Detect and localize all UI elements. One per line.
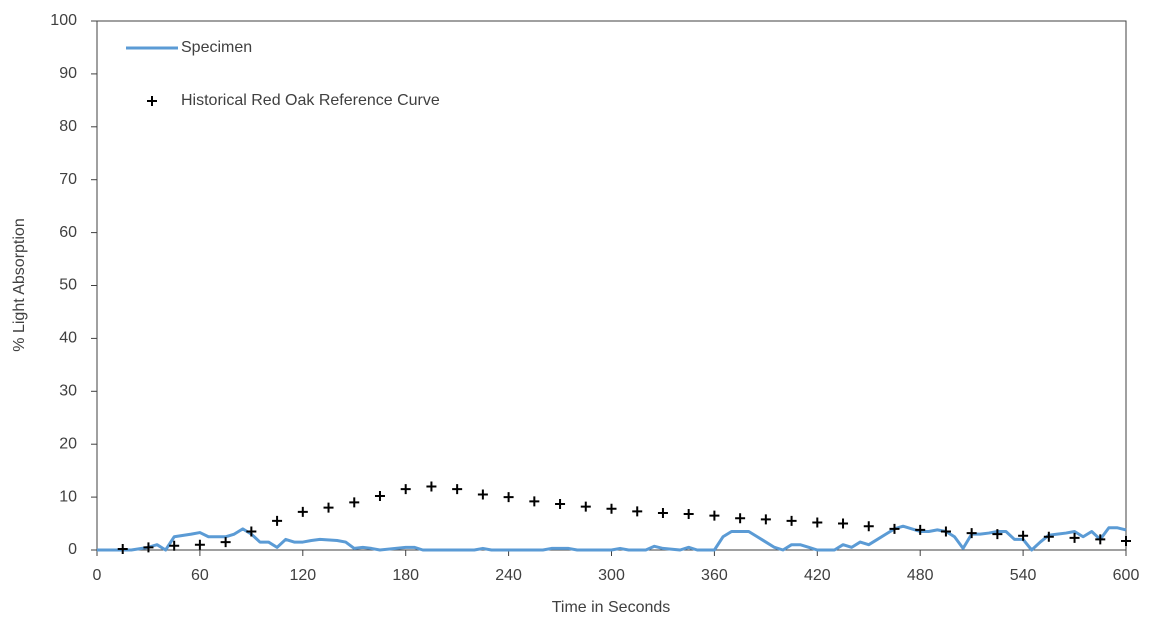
marker — [992, 529, 1003, 540]
marker — [400, 484, 411, 495]
y-tick-label: 50 — [59, 277, 77, 294]
y-tick-label: 70 — [59, 171, 77, 188]
marker — [503, 492, 514, 503]
marker — [143, 542, 154, 553]
marker — [426, 481, 437, 492]
marker — [683, 509, 694, 520]
y-tick-label: 80 — [59, 118, 77, 135]
marker — [1043, 531, 1054, 542]
marker — [169, 540, 180, 551]
x-tick-label: 480 — [907, 567, 934, 584]
marker — [297, 506, 308, 517]
marker — [940, 526, 951, 537]
marker — [838, 518, 849, 529]
y-tick-label: 20 — [59, 435, 77, 452]
marker — [452, 484, 463, 495]
x-tick-label: 540 — [1010, 567, 1037, 584]
line — [97, 524, 1127, 552]
marker — [246, 526, 257, 537]
marker — [117, 543, 128, 554]
marker — [657, 507, 668, 518]
marker — [606, 503, 617, 514]
marker — [709, 510, 720, 521]
marker — [863, 521, 874, 532]
marker — [374, 491, 385, 502]
legend-label: Historical Red Oak Reference Curve — [181, 92, 440, 109]
marker — [786, 515, 797, 526]
marker — [812, 517, 823, 528]
y-tick-label: 30 — [59, 383, 77, 400]
marker — [735, 513, 746, 524]
marker — [272, 515, 283, 526]
marker — [555, 498, 566, 509]
x-tick-label: 420 — [804, 567, 831, 584]
marker — [580, 501, 591, 512]
marker — [323, 502, 334, 513]
marker — [1069, 532, 1080, 543]
y-tick-label: 40 — [59, 330, 77, 347]
x-tick-label: 360 — [701, 567, 728, 584]
marker — [194, 539, 205, 550]
marker — [966, 528, 977, 539]
marker — [349, 497, 360, 508]
marker — [1095, 534, 1106, 545]
marker — [220, 537, 231, 548]
marker — [529, 496, 540, 507]
y-tick-label: 100 — [50, 12, 77, 29]
x-tick-label: 300 — [598, 567, 625, 584]
marker — [1121, 536, 1131, 547]
y-tick-label: 90 — [59, 65, 77, 82]
y-tick-label: 0 — [68, 541, 77, 558]
y-axis-label: % Light Absorption — [11, 218, 28, 351]
x-tick-label: 120 — [289, 567, 316, 584]
x-axis-label: Time in Seconds — [552, 599, 671, 616]
x-tick-label: 600 — [1113, 567, 1140, 584]
marker — [1018, 530, 1029, 541]
marker — [889, 523, 900, 534]
marker — [915, 524, 926, 535]
x-tick-label: 240 — [495, 567, 522, 584]
x-tick-label: 180 — [392, 567, 419, 584]
marker — [632, 506, 643, 517]
legend-label: Specimen — [181, 39, 252, 56]
x-tick-label: 60 — [191, 567, 209, 584]
marker — [760, 514, 771, 525]
x-tick-label: 0 — [93, 567, 102, 584]
legend-key — [147, 96, 157, 106]
y-tick-label: 60 — [59, 224, 77, 241]
marker — [477, 489, 488, 500]
y-tick-label: 10 — [59, 488, 77, 505]
